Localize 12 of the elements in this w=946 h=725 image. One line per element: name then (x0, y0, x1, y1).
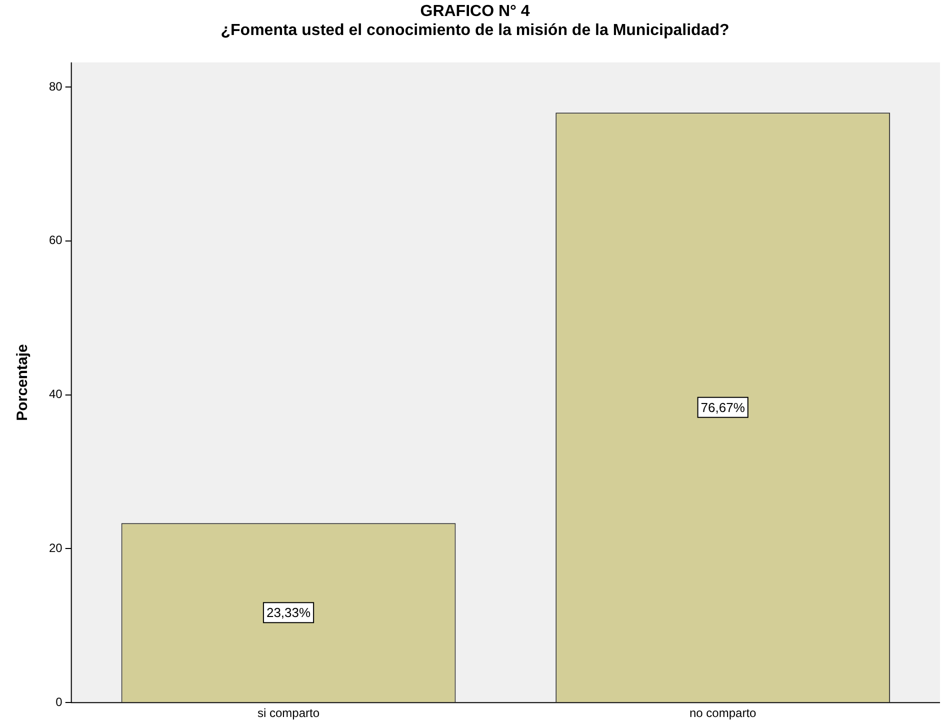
y-tick-label: 60 (48, 233, 63, 248)
chart-title: GRAFICO N° 4 (420, 3, 530, 20)
y-tick-label: 80 (48, 79, 63, 94)
chart-subtitle: ¿Fomenta usted el conocimiento de la misión de la Municipalidad? (220, 22, 730, 40)
y-tick-label: 20 (48, 541, 63, 556)
x-tick-label: si comparto (257, 706, 320, 720)
y-axis-title: Porcentaje (14, 344, 32, 421)
x-tick-label: no comparto (689, 706, 757, 720)
y-tick-label: 40 (48, 387, 63, 402)
data-label: 76,67% (700, 400, 746, 415)
data-label: 23,33% (266, 605, 311, 620)
y-tick-label: 0 (56, 694, 63, 709)
